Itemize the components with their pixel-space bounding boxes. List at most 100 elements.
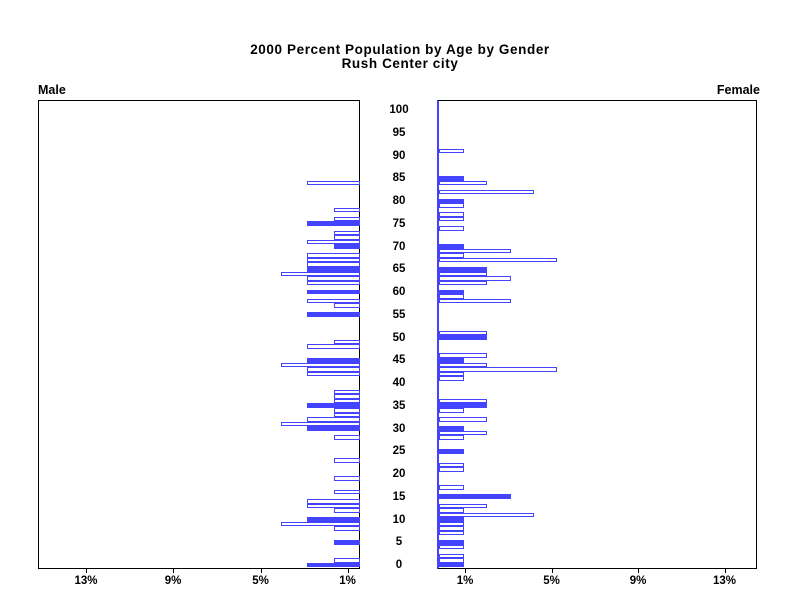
bar-female-age-44 (439, 362, 488, 368)
bar-female-age-62 (439, 280, 488, 286)
bar-female-age-34 (439, 408, 465, 413)
bar-female-age-58 (439, 298, 511, 304)
female-pct-5pct-label: 5% (543, 575, 560, 587)
bar-female-age-32 (439, 417, 488, 422)
bar-male-age-8 (333, 526, 360, 531)
bar-male-age-84 (307, 180, 360, 186)
bar-male-age-34 (333, 408, 360, 413)
bar-male-age-43 (307, 367, 360, 372)
bar-male-age-45 (307, 357, 360, 363)
female-plot-area (437, 100, 757, 569)
bar-male-age-73 (333, 230, 360, 236)
bar-female-age-0 (439, 562, 465, 568)
bar-male-age-19 (333, 476, 360, 481)
male-pct-5pct-tick (260, 569, 262, 573)
bar-female-age-65 (439, 266, 488, 272)
bar-female-age-30 (439, 426, 465, 431)
bar-male-age-10 (307, 517, 360, 522)
bar-male-age-13 (307, 503, 360, 509)
age-tick-label-55: 55 (392, 308, 406, 321)
bar-male-age-66 (307, 262, 360, 267)
age-tick-label-100: 100 (389, 104, 409, 116)
bar-male-age-23 (333, 458, 360, 463)
age-tick-label-5: 5 (395, 536, 403, 549)
female-pct-1pct-tick (465, 569, 466, 573)
female-pct-13pct-label: 13% (712, 575, 737, 587)
bar-male-age-68 (307, 253, 360, 258)
female-pct-13pct-tick (724, 569, 726, 573)
bar-male-age-33 (333, 412, 360, 418)
bar-female-age-25 (439, 448, 465, 454)
bar-male-age-48 (307, 344, 360, 349)
age-tick-label-40: 40 (392, 377, 406, 389)
bar-female-age-84 (439, 180, 488, 186)
bar-male-age-12 (333, 508, 360, 513)
chart-title: 2000 Percent Population by Age by Gender (250, 42, 550, 57)
bar-female-age-85 (439, 175, 465, 181)
male-pct-9pct-label: 9% (164, 575, 182, 587)
bar-female-age-79 (439, 203, 465, 208)
bar-male-age-36 (333, 398, 360, 404)
bar-female-age-35 (439, 403, 488, 409)
bar-male-age-49 (333, 339, 360, 345)
bar-female-age-11 (439, 512, 534, 518)
bar-female-age-9 (439, 521, 465, 527)
bar-male-age-28 (333, 435, 360, 440)
age-tick-label-25: 25 (392, 445, 406, 458)
female-pct-9pct-tick (638, 569, 639, 573)
bar-female-age-70 (439, 244, 465, 249)
bar-female-age-80 (439, 198, 465, 204)
age-tick-label-90: 90 (392, 149, 406, 162)
age-tick-label-30: 30 (392, 422, 406, 435)
bar-female-age-82 (439, 189, 534, 195)
bar-male-age-35 (307, 403, 360, 409)
bar-male-age-30 (307, 426, 360, 431)
age-tick-label-75: 75 (392, 217, 406, 230)
female-pct-1pct-label: 1% (456, 575, 474, 587)
bar-male-age-76 (333, 216, 360, 222)
bar-female-age-69 (439, 248, 511, 254)
bar-male-age-42 (307, 371, 360, 377)
bar-female-age-13 (439, 503, 488, 509)
bar-male-age-9 (281, 521, 360, 527)
bar-male-age-38 (333, 389, 360, 395)
male-pct-13pct-label: 13% (74, 575, 98, 587)
bar-male-age-32 (307, 417, 360, 422)
bar-female-age-4 (439, 544, 465, 550)
bar-female-age-22 (439, 462, 465, 468)
bar-male-age-1 (333, 558, 360, 563)
age-tick-label-50: 50 (392, 331, 406, 344)
bar-female-age-43 (439, 367, 557, 372)
bar-male-age-78 (333, 207, 360, 213)
bar-female-age-45 (439, 357, 465, 363)
bar-male-age-60 (307, 289, 360, 295)
bar-female-age-41 (439, 376, 465, 381)
bar-male-age-75 (307, 221, 360, 227)
bar-female-age-68 (439, 253, 465, 258)
age-tick-label-65: 65 (392, 263, 406, 276)
bar-female-age-21 (439, 467, 465, 472)
male-pct-5pct-label: 5% (252, 575, 269, 587)
bar-male-age-5 (333, 539, 360, 545)
bar-female-age-64 (439, 271, 488, 277)
bar-female-age-15 (439, 494, 511, 500)
bar-male-age-63 (307, 276, 360, 281)
bar-female-age-8 (439, 526, 465, 531)
bar-male-age-37 (333, 394, 360, 399)
bar-female-age-46 (439, 353, 488, 358)
male-pct-13pct-tick (86, 569, 87, 573)
bar-female-age-2 (439, 553, 465, 559)
bar-male-age-72 (333, 235, 360, 240)
age-tick-label-35: 35 (392, 399, 406, 412)
age-tick-label-45: 45 (392, 354, 406, 367)
age-tick-label-80: 80 (392, 195, 406, 207)
bar-male-age-14 (307, 499, 360, 504)
bar-female-age-50 (439, 335, 488, 340)
age-tick-label-95: 95 (392, 126, 406, 139)
bar-male-age-57 (333, 303, 360, 308)
male-plot-area (38, 100, 360, 569)
bar-male-age-55 (307, 312, 360, 318)
bar-female-age-67 (439, 257, 557, 263)
bar-female-age-28 (439, 435, 465, 440)
